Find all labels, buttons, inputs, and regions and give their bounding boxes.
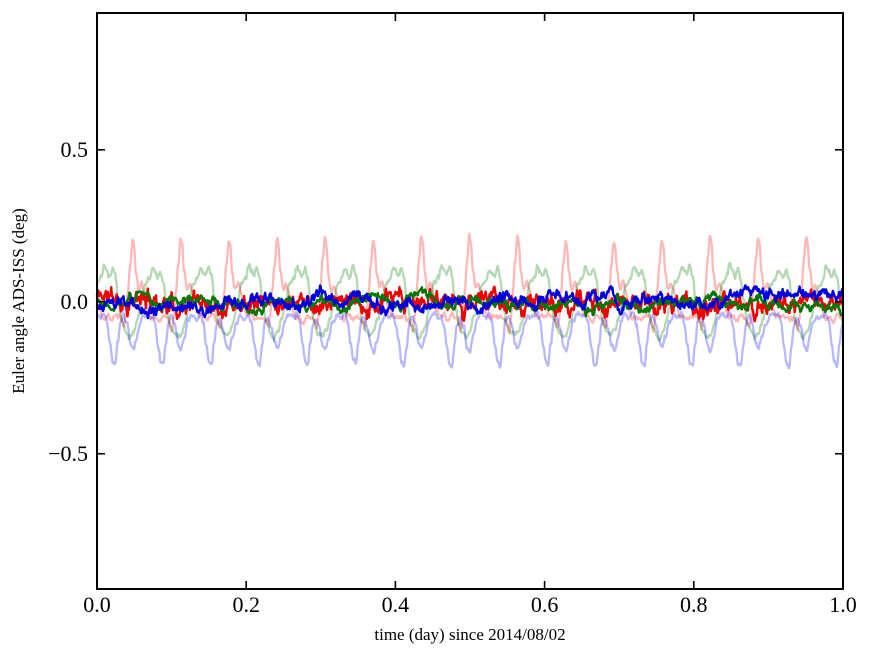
x-tick-label: 0.8 <box>680 592 708 617</box>
y-tick-label: 0.0 <box>60 288 89 314</box>
x-tick-label: 0.6 <box>530 592 559 617</box>
y-tick-label: −0.5 <box>48 440 88 466</box>
series-blue-faded-raw <box>95 309 845 370</box>
x-tick-label: 0.4 <box>381 592 410 617</box>
y-tick-label: 0.5 <box>60 136 89 162</box>
series-red-filtered <box>95 285 845 323</box>
plot-frame <box>96 12 844 590</box>
x-tick-label: 0.0 <box>83 592 111 617</box>
series-red-faded-raw <box>95 232 845 335</box>
series-blue-filtered <box>95 284 845 320</box>
x-tick-label: 0.2 <box>232 592 260 617</box>
x-axis-label: time (day) since 2014/08/02 <box>374 625 566 644</box>
x-tick-label: 1.0 <box>829 592 857 617</box>
